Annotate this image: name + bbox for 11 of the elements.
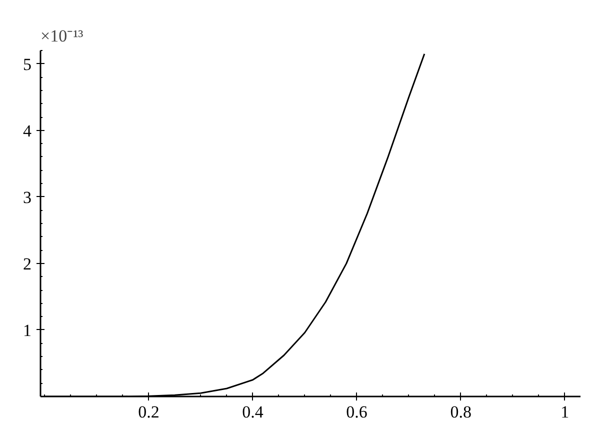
x-tick-label: 0.2	[138, 402, 160, 422]
y-tick-label: 5	[23, 54, 32, 74]
x-tick-label: 0.8	[450, 402, 472, 422]
y-tick-label: 2	[23, 254, 32, 274]
y-tick-label: 4	[23, 121, 32, 140]
x-tick-label: 0.6	[346, 402, 368, 422]
x-tick-label: 0.4	[242, 402, 264, 422]
y-tick-label: 1	[23, 320, 32, 340]
y-tick-label: 3	[23, 188, 32, 207]
text: ×10⁻¹³	[40, 26, 84, 46]
x-tick-label: 1	[560, 402, 570, 422]
